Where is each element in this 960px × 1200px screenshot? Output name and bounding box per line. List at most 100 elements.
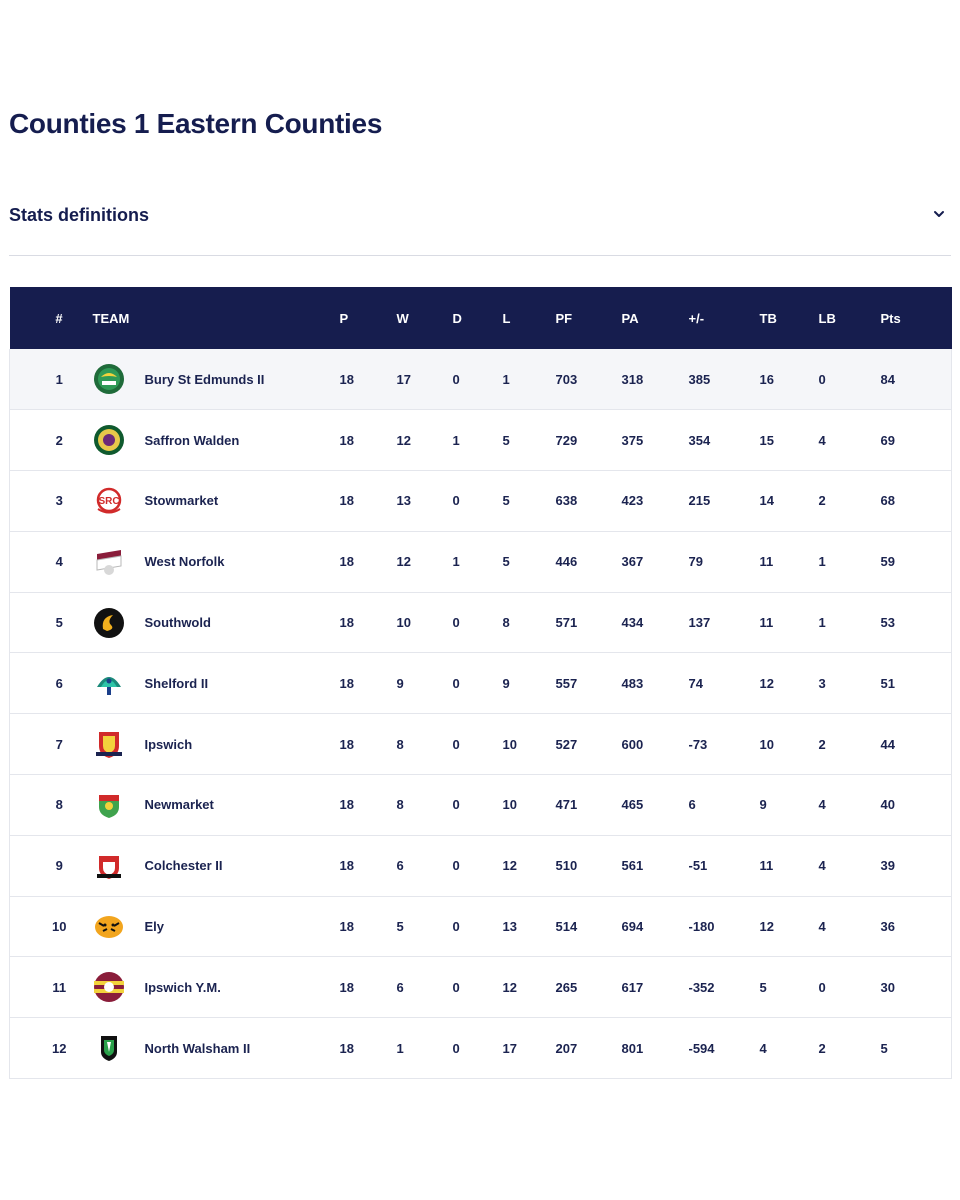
table-row[interactable]: 1 Bury St Edmunds II 18 17 0 1 703 318 385 16 0 84 — [9, 349, 952, 410]
drawn-cell: 0 — [452, 797, 460, 813]
losing-bonus-cell: 0 — [818, 979, 826, 995]
ipswich-crest-icon — [95, 732, 122, 759]
points-cell: 36 — [880, 919, 895, 935]
team-name[interactable]: Shelford II — [144, 675, 209, 691]
team-cell[interactable]: North Walsham II — [100, 1018, 340, 1079]
table-row[interactable]: 5 Southwold 18 10 0 8 571 434 137 11 1 53 — [9, 592, 952, 653]
won-cell: 12 — [396, 554, 411, 570]
table-row[interactable]: 10 Ely 18 5 0 13 514 694 -180 12 4 36 — [9, 896, 952, 957]
points-difference-cell: 6 — [688, 797, 696, 813]
header-losing-bonus: LB — [818, 310, 836, 326]
table-row[interactable]: 8 Newmarket 18 8 0 10 471 465 6 9 4 40 — [9, 775, 952, 836]
try-bonus-cell: 16 — [759, 371, 774, 387]
lost-cell: 5 — [502, 432, 510, 448]
drawn-cell: 0 — [452, 675, 460, 691]
table-row[interactable]: 3 SRC Stowmarket 18 13 0 5 638 423 215 14 2 68 — [9, 471, 952, 532]
drawn-cell: 1 — [452, 554, 460, 570]
points-for-cell: 514 — [555, 919, 578, 935]
team-cell[interactable]: Newmarket — [98, 775, 340, 836]
points-cell: 39 — [880, 858, 895, 874]
team-cell[interactable]: Ipswich Y.M. — [93, 957, 340, 1018]
team-cell[interactable]: West Norfolk — [96, 531, 340, 592]
table-row[interactable]: 4 West Norfolk 18 12 1 5 446 367 79 11 1 59 — [9, 531, 952, 593]
lost-cell: 10 — [502, 797, 517, 813]
team-name[interactable]: Newmarket — [144, 797, 214, 813]
points-cell: 53 — [880, 615, 895, 631]
saffron-walden-crest-icon — [93, 425, 124, 456]
table-row[interactable]: 7 Ipswich 18 8 0 10 527 600 -73 10 2 44 — [9, 714, 952, 775]
team-name[interactable]: Bury St Edmunds II — [144, 371, 265, 387]
played-cell: 18 — [339, 797, 354, 813]
points-against-cell: 617 — [621, 979, 644, 995]
team-cell[interactable]: Colchester II — [96, 835, 340, 896]
points-against-cell: 561 — [621, 858, 644, 874]
team-cell[interactable]: Shelford II — [96, 653, 340, 714]
won-cell: 13 — [396, 493, 411, 509]
svg-text:SRC: SRC — [98, 496, 119, 507]
team-name[interactable]: Ipswich Y.M. — [144, 979, 221, 995]
points-for-cell: 571 — [555, 615, 578, 631]
try-bonus-cell: 9 — [759, 797, 767, 813]
points-cell: 40 — [880, 797, 895, 813]
stats-definitions-toggle[interactable]: Stats definitions — [9, 190, 951, 256]
losing-bonus-cell: 3 — [818, 675, 826, 691]
team-name[interactable]: Saffron Walden — [144, 432, 240, 448]
position-cell: 11 — [52, 979, 67, 995]
team-name[interactable]: Colchester II — [144, 858, 223, 874]
team-name[interactable]: West Norfolk — [144, 554, 225, 570]
team-name[interactable]: Ely — [144, 919, 165, 935]
try-bonus-cell: 15 — [759, 432, 774, 448]
points-cell: 84 — [880, 371, 895, 387]
team-name[interactable]: Ipswich — [144, 736, 193, 752]
team-cell[interactable]: SRC Stowmarket — [96, 471, 340, 532]
points-against-cell: 434 — [621, 615, 644, 631]
north-walsham-crest-icon — [100, 1036, 117, 1062]
won-cell: 17 — [396, 371, 411, 387]
team-name[interactable]: Stowmarket — [144, 493, 219, 509]
try-bonus-cell: 12 — [759, 919, 774, 935]
drawn-cell: 0 — [452, 371, 460, 387]
points-for-cell: 729 — [555, 432, 578, 448]
drawn-cell: 0 — [452, 615, 460, 631]
points-difference-cell: 137 — [688, 615, 711, 631]
team-cell[interactable]: Southwold — [93, 592, 340, 653]
table-row[interactable]: 2 Saffron Walden 18 12 1 5 729 375 354 15 4 69 — [9, 410, 952, 471]
losing-bonus-cell: 4 — [818, 797, 826, 813]
points-difference-cell: 74 — [688, 675, 703, 691]
team-name[interactable]: North Walsham II — [144, 1040, 251, 1056]
losing-bonus-cell: 4 — [818, 858, 826, 874]
played-cell: 18 — [339, 554, 354, 570]
team-cell[interactable]: Bury St Edmunds II — [93, 349, 340, 410]
team-cell[interactable]: Ipswich — [95, 714, 340, 775]
lost-cell: 12 — [502, 858, 517, 874]
try-bonus-cell: 11 — [759, 615, 774, 631]
team-name[interactable]: Southwold — [144, 615, 211, 631]
losing-bonus-cell: 4 — [818, 432, 826, 448]
team-cell[interactable]: Ely — [94, 896, 340, 957]
won-cell: 1 — [396, 1040, 404, 1056]
table-row[interactable]: 9 Colchester II 18 6 0 12 510 561 -51 11 4 39 — [9, 835, 952, 897]
chevron-down-icon — [934, 211, 944, 217]
played-cell: 18 — [339, 493, 354, 509]
position-cell: 12 — [52, 1040, 67, 1056]
position-cell: 9 — [55, 858, 63, 874]
table-row[interactable]: 11 Ipswich Y.M. 18 6 0 12 265 617 -352 5 0 30 — [9, 957, 952, 1018]
try-bonus-cell: 11 — [759, 858, 774, 874]
table-row[interactable]: 12 North Walsham II 18 1 0 17 207 801 -594 4 2 5 — [9, 1018, 952, 1079]
ely-tiger-crest-icon — [94, 915, 123, 938]
header-team: TEAM — [92, 310, 130, 326]
try-bonus-cell: 11 — [759, 554, 774, 570]
won-cell: 6 — [396, 858, 404, 874]
losing-bonus-cell: 1 — [818, 554, 826, 570]
lost-cell: 5 — [502, 554, 510, 570]
played-cell: 18 — [339, 919, 354, 935]
points-for-cell: 471 — [555, 797, 578, 813]
won-cell: 10 — [396, 615, 411, 631]
team-cell[interactable]: Saffron Walden — [93, 410, 340, 471]
drawn-cell: 0 — [452, 1040, 460, 1056]
drawn-cell: 0 — [452, 919, 460, 935]
points-cell: 68 — [880, 493, 895, 509]
won-cell: 8 — [396, 736, 404, 752]
table-row[interactable]: 6 Shelford II 18 9 0 9 557 483 74 12 3 51 — [9, 653, 952, 714]
position-cell: 7 — [55, 736, 63, 752]
